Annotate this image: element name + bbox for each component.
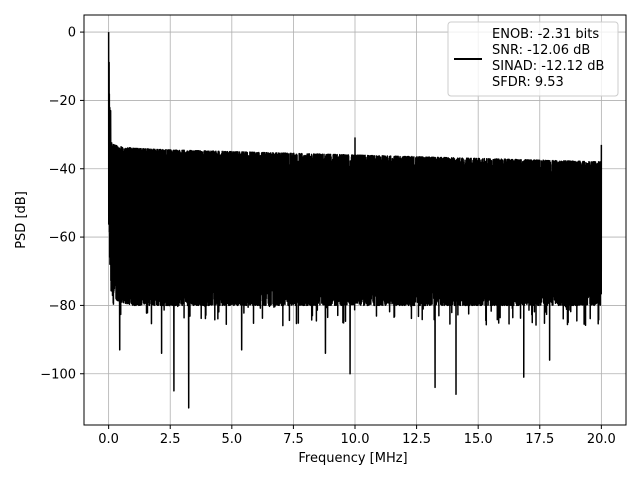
x-tick-label: 5.0 <box>221 432 242 447</box>
x-axis-ticks: 0.0 2.5 5.0 7.5 10.0 12.5 15.0 17.5 20.0 <box>98 425 616 447</box>
x-tick-label: 17.5 <box>525 432 554 447</box>
x-tick-label: 10.0 <box>341 432 370 447</box>
x-tick-label: 12.5 <box>402 432 431 447</box>
x-tick-label: 20.0 <box>587 432 616 447</box>
x-tick-label: 15.0 <box>464 432 493 447</box>
legend-line-sfdr: SFDR: 9.53 <box>492 75 564 90</box>
y-axis-title: PSD [dB] <box>14 191 29 249</box>
plot-area <box>107 32 603 409</box>
y-tick-label: −100 <box>40 367 76 382</box>
y-tick-label: −60 <box>49 231 76 246</box>
y-axis-ticks: 0 −20 −40 −60 −80 −100 <box>40 26 84 382</box>
x-tick-label: 7.5 <box>283 432 304 447</box>
y-tick-label: −80 <box>49 299 76 314</box>
legend-line-enob: ENOB: -2.31 bits <box>492 27 599 42</box>
y-tick-label: 0 <box>68 26 76 41</box>
y-tick-label: −20 <box>49 94 76 109</box>
legend-box <box>447 21 619 97</box>
legend-line-sinad: SINAD: -12.12 dB <box>492 59 604 74</box>
x-tick-label: 2.5 <box>160 432 181 447</box>
legend-line-snr: SNR: -12.06 dB <box>492 43 590 58</box>
x-tick-label: 0.0 <box>98 432 119 447</box>
x-axis-title: Frequency [MHz] <box>298 451 407 466</box>
psd-trace <box>107 32 603 409</box>
y-tick-label: −40 <box>49 162 76 177</box>
legend: ENOB: -2.31 bits SNR: -12.06 dB SINAD: -… <box>447 21 619 97</box>
